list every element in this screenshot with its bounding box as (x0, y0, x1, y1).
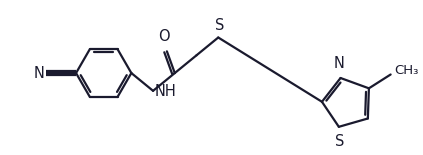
Text: S: S (214, 18, 224, 33)
Text: O: O (158, 29, 170, 44)
Text: S: S (335, 134, 344, 149)
Text: CH₃: CH₃ (395, 64, 419, 77)
Text: N: N (333, 56, 344, 71)
Text: NH: NH (155, 84, 177, 99)
Text: N: N (33, 66, 44, 81)
